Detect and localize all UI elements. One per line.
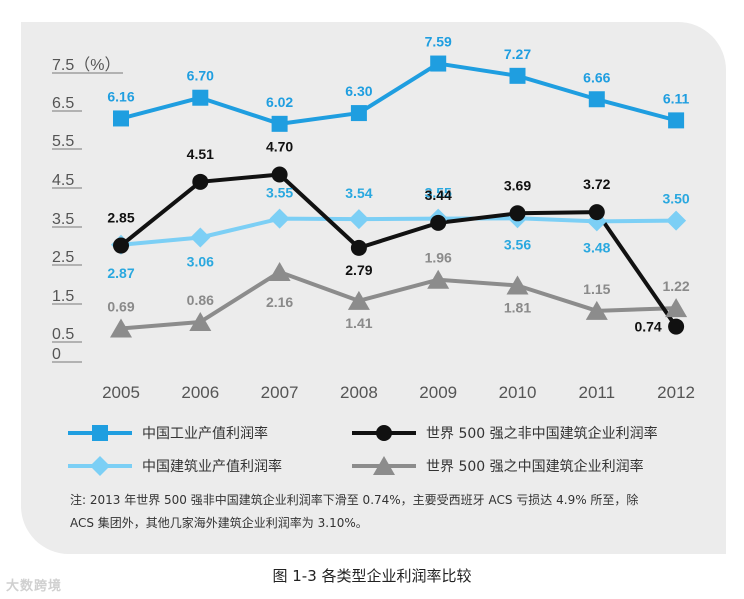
y-tick-label: 5.5 [52,133,74,150]
data-label: 4.51 [187,146,214,162]
watermark-text: 大数跨境 [6,579,63,594]
data-point-square [271,115,288,132]
x-tick-label: 2008 [340,383,378,402]
data-point-square [668,112,685,129]
legend-marker-circle [376,425,392,441]
series-line-diamond [120,216,677,247]
legend-label: 世界 500 强之中国建筑企业利润率 [426,458,644,475]
data-label: 6.70 [187,68,214,84]
legend-marker-square [92,425,108,441]
data-label: 2.85 [107,210,134,226]
data-label: 4.70 [266,139,293,155]
data-label: 1.22 [662,278,689,294]
data-label: 6.16 [107,88,134,104]
data-label: 3.48 [583,239,610,255]
data-label: 2.16 [266,294,293,310]
data-point-circle [271,166,288,183]
data-label: 3.56 [504,236,531,252]
data-label: 3.72 [583,176,610,192]
legend-marker-diamond [90,456,110,476]
data-point-triangle [347,290,370,310]
x-tick-label: 2006 [181,383,219,402]
data-point-square [430,55,447,72]
data-label: 1.15 [583,281,610,297]
y-tick-label: 0.5 [52,326,74,343]
y-tick-label: 7.5（%） [52,56,120,74]
figure-caption: 图 1-3 各类型企业利润率比较 [272,567,472,585]
data-point-circle [509,205,526,222]
x-tick-label: 2012 [657,383,695,402]
legend-label: 中国工业产值利润率 [142,425,268,442]
data-point-square [588,91,605,108]
data-point-diamond [666,210,687,231]
legend-label: 世界 500 强之非中国建筑企业利润率 [426,425,658,442]
data-label: 3.44 [425,187,452,203]
data-point-square [192,89,209,106]
data-label: 1.41 [345,315,372,331]
y-tick-label: 1.5 [52,288,74,305]
data-point-circle [113,237,129,254]
data-point-diamond [190,227,211,248]
data-point-triangle [665,298,688,318]
data-label: 6.66 [583,69,610,85]
data-label: 0.69 [107,299,134,315]
data-point-circle [350,239,367,256]
data-point-square [509,67,526,84]
data-label: 3.55 [266,185,293,201]
data-point-circle [588,204,605,221]
chart-note-line-1: 注: 2013 年世界 500 强非中国建筑企业利润率下滑至 0.74%，主要受… [70,493,639,507]
data-point-diamond [348,209,369,230]
data-label: 6.30 [345,83,372,99]
y-tick-label: 3.5 [52,211,74,228]
legend-label: 中国建筑业产值利润率 [142,458,282,475]
data-label: 7.27 [504,46,531,62]
data-label: 0.74 [634,319,661,335]
data-point-circle [192,173,209,190]
data-label: 2.87 [107,265,134,281]
data-point-circle [430,214,447,231]
data-point-triangle [110,318,132,338]
data-label: 3.54 [345,185,372,201]
x-tick-label: 2007 [261,383,299,402]
y-tick-label: 2.5 [52,249,74,266]
data-point-triangle [506,275,529,295]
series-line-square [120,61,677,126]
data-point-triangle [427,269,450,289]
x-tick-label: 2010 [499,383,537,402]
data-point-circle [668,318,685,335]
data-point-square [113,110,129,127]
data-label: 7.59 [425,34,452,50]
y-tick-label: 4.5 [52,172,74,189]
data-point-triangle [268,262,291,282]
y-tick-label: 0 [52,346,61,363]
data-label: 3.69 [504,177,531,193]
chart-note-line-2: ACS 集团外，其他几家海外建筑企业利润率为 3.10%。 [70,516,368,530]
x-tick-label: 2005 [102,383,140,402]
series-line-circle [119,172,678,328]
data-label: 2.79 [345,262,372,278]
line-chart: 7.5（%） 6.5 5.5 4.5 3.5 2.5 1.5 0.5 0 2005 2006 2007… [52,34,695,476]
data-point-square [350,105,367,122]
data-point-triangle [189,311,212,331]
legend-marker-triangle [373,456,395,475]
data-label: 3.55 [425,185,452,201]
data-label: 6.02 [266,94,293,110]
x-tick-label: 2009 [419,383,457,402]
x-tick-label: 2011 [579,383,616,402]
data-label: 1.81 [504,299,531,315]
data-label: 1.96 [425,250,452,266]
data-label: 0.86 [187,292,214,308]
data-point-diamond [269,208,290,229]
data-label: 3.06 [187,253,214,269]
data-label: 3.50 [662,191,689,207]
data-point-triangle [585,300,608,320]
series-line-triangle [120,270,677,331]
data-label: 6.11 [663,90,690,106]
y-tick-label: 6.5 [52,95,74,112]
